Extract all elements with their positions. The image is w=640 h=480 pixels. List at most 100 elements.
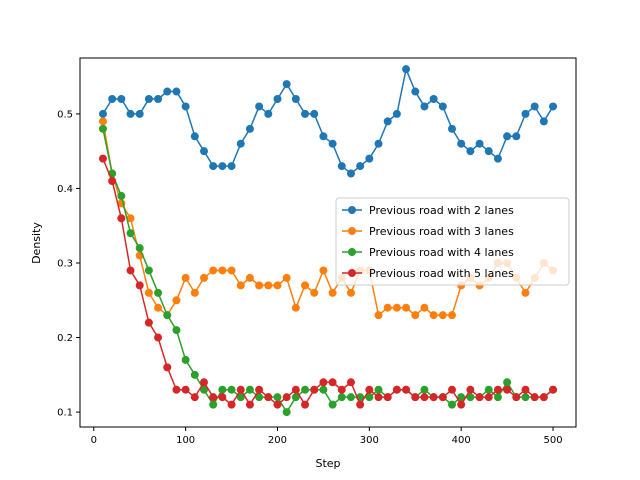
data-point <box>539 393 548 402</box>
data-point <box>255 281 264 290</box>
data-point <box>282 393 291 402</box>
data-point <box>291 303 300 312</box>
data-point <box>448 124 456 133</box>
data-point <box>328 288 337 297</box>
data-point <box>227 162 236 171</box>
data-point <box>383 393 392 402</box>
data-point <box>374 393 383 402</box>
data-point <box>200 385 208 394</box>
data-point <box>291 393 300 402</box>
legend-label: Previous road with 4 lanes <box>369 246 514 259</box>
data-point <box>236 281 245 290</box>
data-point <box>190 370 199 379</box>
data-point <box>218 162 227 171</box>
data-point <box>328 378 337 387</box>
data-point <box>172 87 181 96</box>
data-point <box>402 65 411 74</box>
data-point <box>144 288 153 297</box>
data-point <box>236 385 245 394</box>
data-point <box>209 162 218 171</box>
data-point <box>392 109 401 118</box>
data-point <box>493 393 502 402</box>
data-point <box>282 408 291 417</box>
data-point <box>98 124 107 133</box>
data-point <box>438 311 447 320</box>
data-point <box>420 393 429 402</box>
data-point <box>154 95 163 103</box>
y-tick-label: 0.5 <box>57 109 73 120</box>
data-point <box>466 385 475 394</box>
data-point <box>154 303 163 312</box>
legend: Previous road with 2 lanes Previous road … <box>335 197 570 286</box>
data-point <box>475 393 484 402</box>
data-point <box>420 385 429 394</box>
data-point <box>457 393 466 402</box>
data-point <box>328 139 337 148</box>
data-point <box>402 303 411 312</box>
data-point <box>374 385 383 394</box>
axes <box>79 57 577 428</box>
legend-marker <box>348 269 356 277</box>
legend-label: Previous road with 3 lanes <box>369 225 514 238</box>
data-point <box>319 132 328 141</box>
legend-label: Previous road with 5 lanes <box>369 267 514 280</box>
data-point <box>218 393 227 402</box>
legend-box <box>335 197 570 286</box>
data-point <box>346 393 355 402</box>
data-point <box>448 400 456 409</box>
data-point <box>438 393 447 402</box>
data-point <box>273 281 282 290</box>
data-point <box>346 378 355 387</box>
data-point <box>521 109 530 118</box>
x-tick-label: 200 <box>268 435 287 446</box>
data-point <box>521 385 530 394</box>
data-point <box>190 132 199 141</box>
data-point <box>117 95 126 103</box>
data-point <box>420 303 429 312</box>
data-point <box>236 393 245 402</box>
data-point <box>521 288 530 297</box>
data-point <box>346 288 355 297</box>
data-point <box>374 311 383 320</box>
data-point <box>392 385 401 394</box>
plot-frame <box>79 57 577 428</box>
data-point <box>457 400 466 409</box>
data-point <box>365 393 374 402</box>
data-point <box>493 385 502 394</box>
data-point <box>200 273 208 282</box>
x-axis-ticks: 0 100 200 300 400 500 <box>91 427 563 446</box>
data-point <box>227 400 236 409</box>
data-point <box>144 266 153 275</box>
data-point <box>521 393 530 402</box>
data-point <box>264 393 273 402</box>
x-tick-label: 100 <box>176 435 195 446</box>
x-tick-label: 300 <box>360 435 379 446</box>
data-point <box>301 385 310 394</box>
data-point <box>172 296 181 305</box>
data-point <box>218 385 227 394</box>
data-point <box>245 385 254 394</box>
data-point <box>356 162 365 171</box>
legend-item: Previous road with 2 lanes <box>342 204 514 217</box>
data-point <box>530 393 539 402</box>
data-point <box>218 266 227 275</box>
data-point <box>190 393 199 402</box>
data-point <box>154 288 163 297</box>
series-layer <box>98 65 558 417</box>
data-point <box>135 281 144 290</box>
data-point <box>429 311 438 320</box>
data-point <box>245 400 254 409</box>
data-point <box>493 154 502 163</box>
data-point <box>135 109 144 118</box>
data-point <box>209 266 218 275</box>
data-point <box>484 393 493 402</box>
y-axis-ticks: 0.1 0.2 0.3 0.4 0.5 <box>57 109 80 419</box>
data-point <box>98 117 107 126</box>
data-point <box>301 400 310 409</box>
data-point <box>365 154 374 163</box>
data-point <box>227 385 236 394</box>
data-point <box>144 95 153 103</box>
data-point <box>411 393 420 402</box>
data-point <box>236 139 245 148</box>
